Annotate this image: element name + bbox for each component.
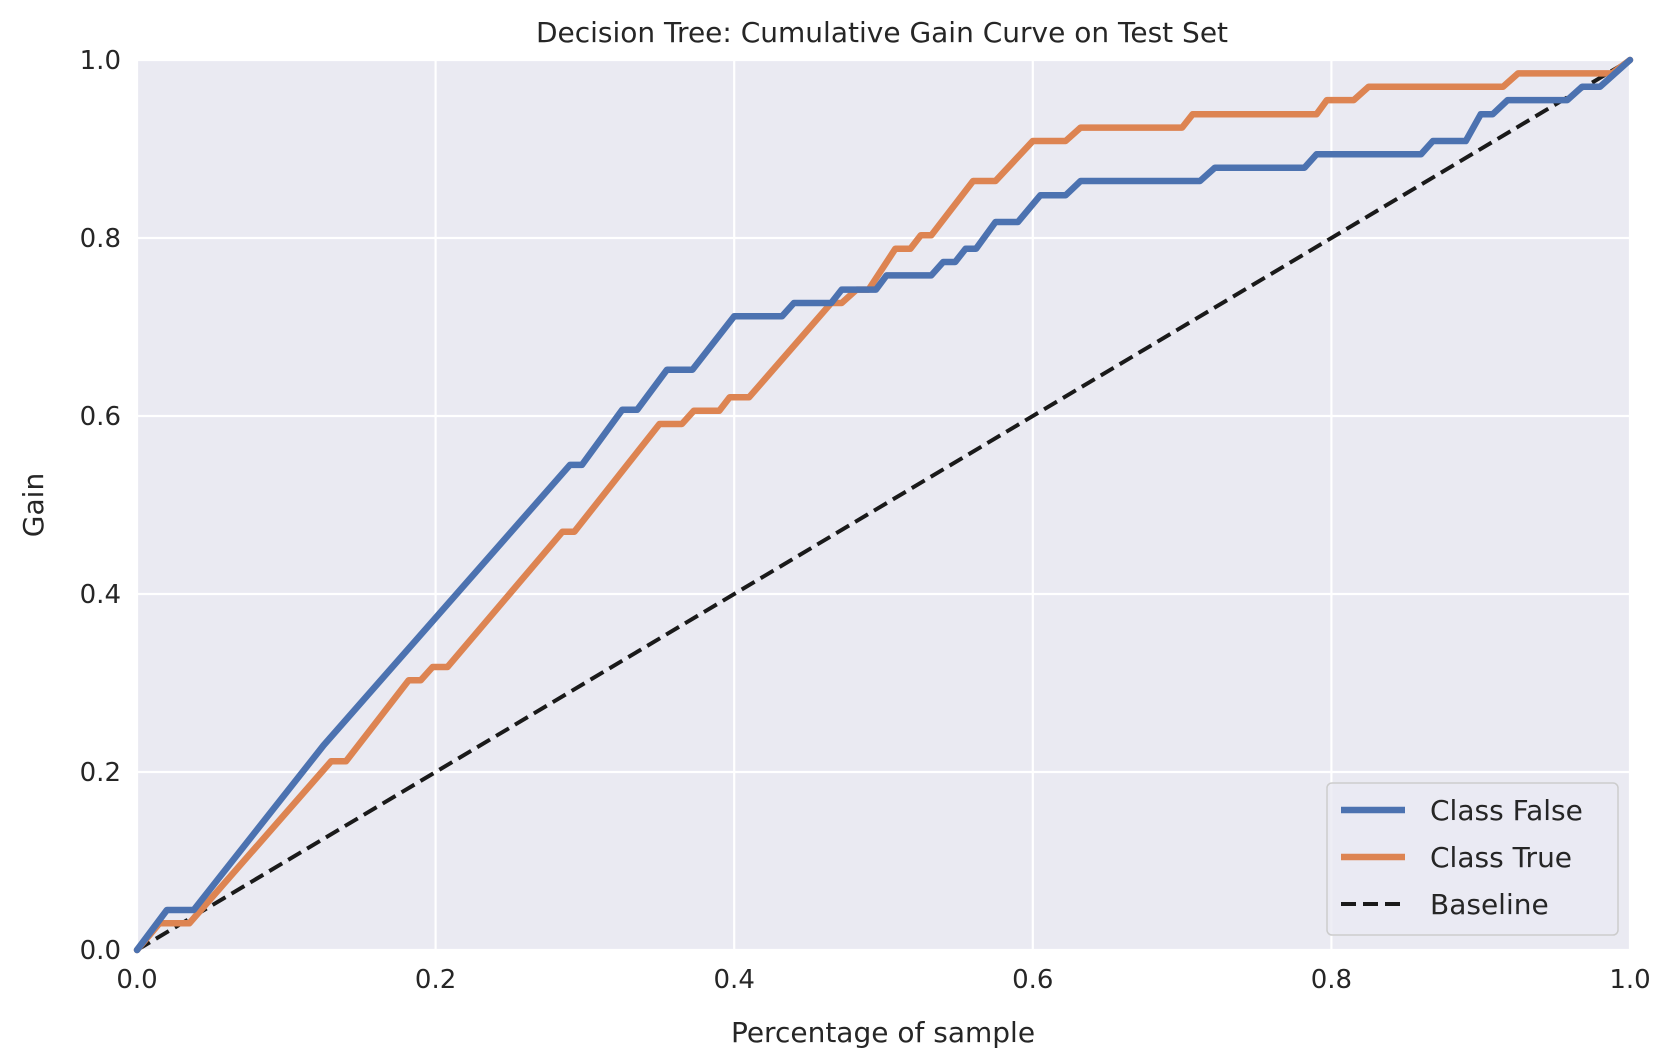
- series-layer: [133, 56, 1634, 954]
- legend: Class False Class True Baseline: [1326, 782, 1619, 936]
- x-tick-label: 0.8: [1311, 965, 1352, 995]
- legend-label: Class False: [1430, 794, 1583, 827]
- legend-label: Baseline: [1430, 888, 1549, 921]
- chart-title: Decision Tree: Cumulative Gain Curve on …: [536, 16, 1228, 49]
- legend-label: Class True: [1430, 841, 1572, 874]
- y-tick-label: 0.4: [80, 580, 121, 610]
- y-tick-label: 1.0: [80, 46, 121, 76]
- x-tick-label: 0.2: [415, 965, 456, 995]
- y-tick-label: 0.8: [80, 224, 121, 254]
- x-tick-label: 0.0: [116, 965, 157, 995]
- grid: [135, 58, 1632, 952]
- x-axis-ticks: 0.0 0.2 0.4 0.6 0.8 1.0: [116, 965, 1650, 995]
- y-tick-label: 0.6: [80, 402, 121, 432]
- y-axis-label: Gain: [17, 473, 50, 537]
- legend-box: [1326, 782, 1619, 936]
- series-line-baseline: [135, 58, 1632, 952]
- y-tick-label: 0.0: [80, 936, 121, 966]
- x-tick-label: 0.4: [714, 965, 755, 995]
- series-line-class-false: [133, 56, 1634, 954]
- y-axis-ticks: 0.0 0.2 0.4 0.6 0.8 1.0: [80, 46, 121, 966]
- x-tick-label: 0.6: [1012, 965, 1053, 995]
- x-axis-label: Percentage of sample: [731, 1016, 1035, 1049]
- y-tick-label: 0.2: [80, 758, 121, 788]
- x-tick-label: 1.0: [1609, 965, 1650, 995]
